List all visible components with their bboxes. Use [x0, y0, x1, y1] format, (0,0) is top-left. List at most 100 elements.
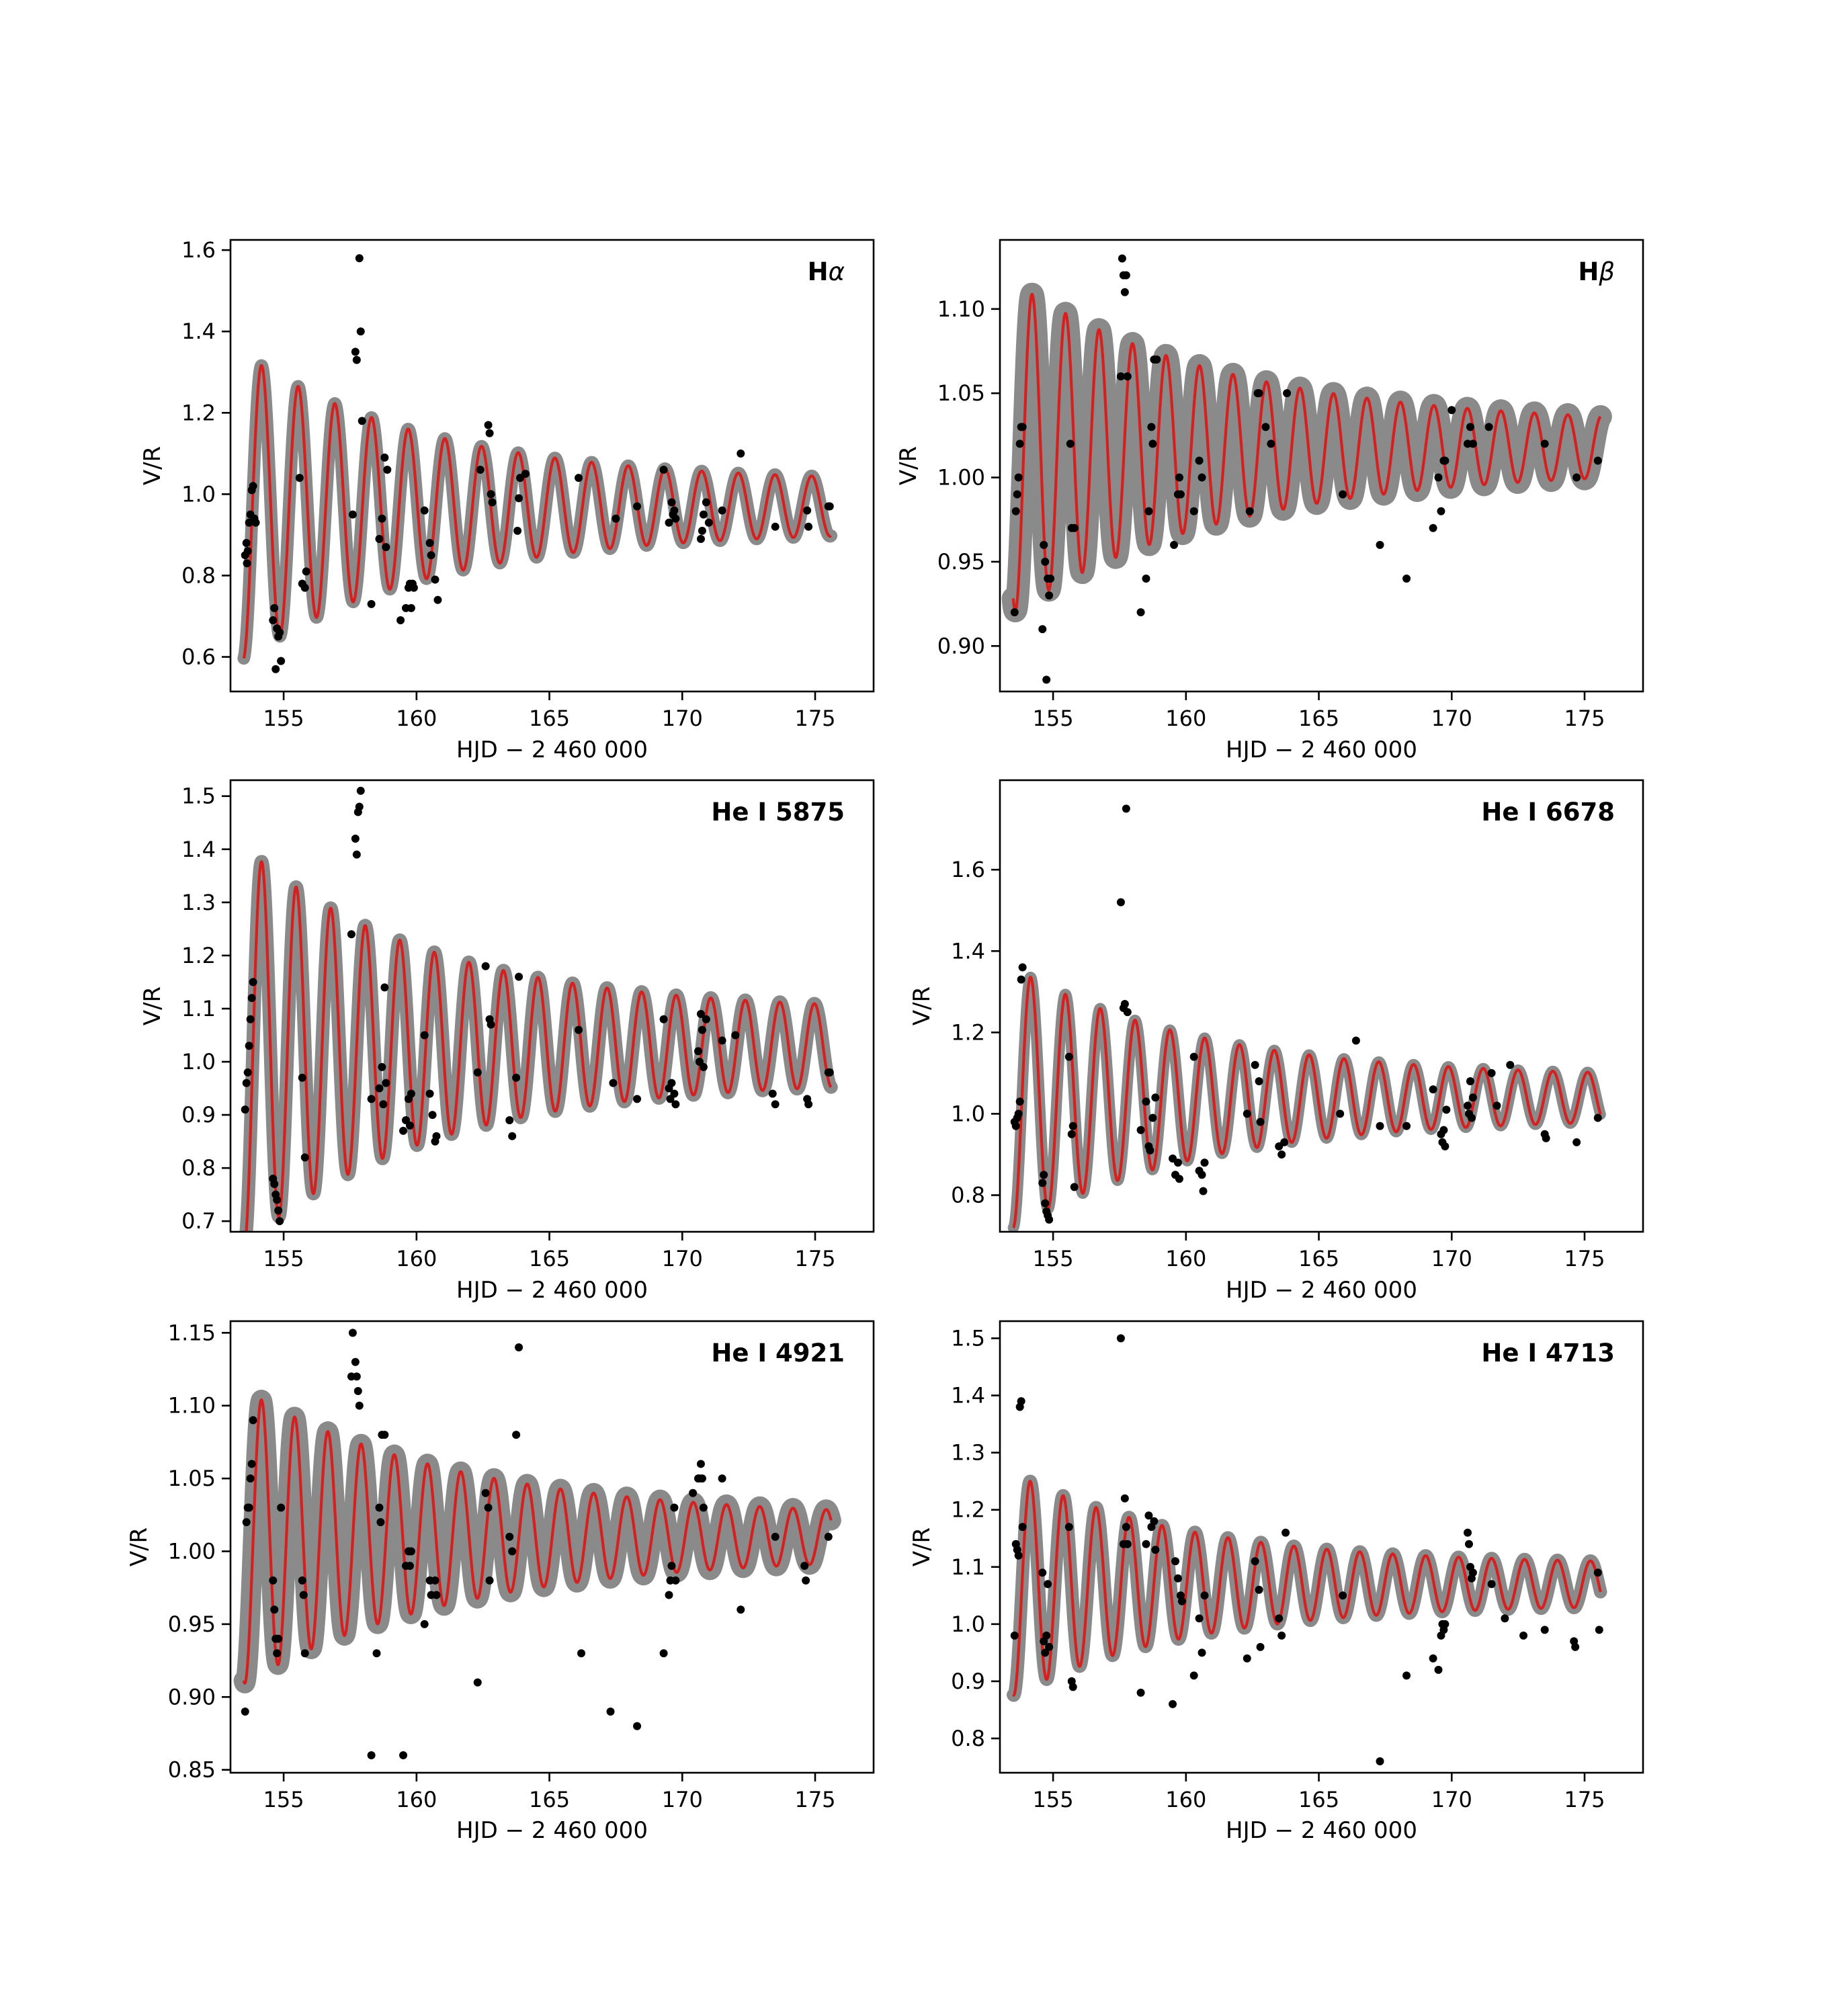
- data-point: [1070, 1183, 1079, 1191]
- plot-frame: [229, 779, 875, 1233]
- data-point: [1493, 1101, 1501, 1110]
- data-point: [375, 1084, 384, 1093]
- data-point: [575, 1025, 583, 1034]
- data-point: [1015, 439, 1024, 448]
- data-point: [505, 1116, 514, 1124]
- data-point: [689, 1488, 698, 1497]
- data-point: [476, 466, 485, 474]
- y-axis-label: V/R: [895, 446, 922, 485]
- y-tick-label: 0.8: [951, 1183, 985, 1208]
- x-axis-label: HJD − 2 460 000: [456, 1277, 648, 1304]
- data-point: [1150, 1517, 1159, 1525]
- x-tick-label: 165: [1298, 1246, 1339, 1271]
- data-point: [353, 1387, 362, 1396]
- data-point: [1017, 1397, 1025, 1406]
- data-point: [1243, 1654, 1251, 1663]
- y-tick-label: 1.05: [937, 380, 985, 406]
- data-point: [718, 1474, 726, 1483]
- data-point: [1066, 439, 1075, 448]
- plot-layer: [237, 254, 838, 673]
- data-point: [771, 522, 780, 531]
- panel-title-h-alpha: Hα: [808, 257, 845, 286]
- data-point: [276, 628, 284, 637]
- data-point: [667, 1562, 676, 1570]
- data-point: [271, 665, 280, 673]
- y-tick-label: 0.95: [168, 1611, 216, 1637]
- data-point: [671, 514, 680, 523]
- ticks-layer: 155 160 165 170 175 0.8 0.9 1.0 1.1 1.2 1.3 1.4 1.5: [951, 1326, 1605, 1812]
- ticks-layer: 155 160 165 170 175 0.85 0.90 0.95 1.00 1.05 1.10 1…: [168, 1320, 836, 1812]
- y-tick-label: 1.0: [951, 1101, 985, 1126]
- plot-frame: [229, 239, 875, 693]
- data-point: [243, 1068, 252, 1077]
- data-point: [1256, 1118, 1265, 1126]
- data-point: [1045, 591, 1054, 600]
- y-tick-label: 1.4: [951, 938, 985, 964]
- x-tick-label: 160: [1165, 1246, 1206, 1271]
- data-point: [433, 595, 442, 604]
- data-point: [251, 518, 260, 527]
- data-point: [246, 1474, 255, 1483]
- data-point: [270, 1605, 279, 1614]
- data-point: [1176, 490, 1185, 499]
- data-point: [242, 1518, 251, 1527]
- data-point: [633, 502, 642, 511]
- data-point: [1484, 423, 1493, 431]
- data-point: [698, 1025, 706, 1034]
- plot-layer: [1001, 254, 1612, 684]
- data-point: [246, 1015, 255, 1023]
- data-point: [665, 518, 673, 527]
- data-point: [407, 1547, 415, 1556]
- data-point: [1070, 523, 1079, 532]
- x-tick-label: 175: [794, 706, 835, 731]
- data-point: [420, 1620, 429, 1628]
- plot-frame: [229, 1320, 875, 1774]
- data-point: [1487, 1580, 1496, 1589]
- x-tick-label: 155: [263, 1246, 304, 1271]
- y-tick-label: 0.8: [181, 1155, 216, 1181]
- x-tick-label: 160: [1165, 1787, 1206, 1812]
- data-point: [355, 254, 364, 263]
- x-tick-label: 165: [1298, 706, 1339, 731]
- y-tick-label: 1.05: [168, 1466, 216, 1491]
- data-point: [1251, 1060, 1259, 1069]
- x-tick-label: 175: [1564, 706, 1605, 731]
- y-tick-label: 1.2: [951, 1019, 985, 1045]
- data-point: [1042, 675, 1051, 684]
- data-point: [348, 510, 357, 519]
- data-point: [382, 543, 390, 552]
- data-point: [1593, 1568, 1602, 1577]
- data-point: [1189, 1671, 1198, 1680]
- x-tick-label: 155: [1033, 706, 1074, 731]
- data-point: [351, 1357, 360, 1366]
- data-point: [298, 1576, 306, 1585]
- data-point: [825, 502, 834, 511]
- data-point: [1018, 423, 1027, 431]
- model-curve: [245, 860, 833, 1232]
- data-point: [1147, 423, 1156, 431]
- data-point: [512, 1431, 521, 1439]
- data-point: [367, 1751, 376, 1759]
- data-point: [1038, 1179, 1047, 1187]
- data-point: [1351, 1036, 1360, 1045]
- x-tick-label: 175: [794, 1246, 835, 1271]
- y-tick-label: 1.15: [168, 1320, 216, 1345]
- x-tick-label: 170: [662, 1787, 703, 1812]
- data-point: [270, 1179, 279, 1188]
- data-point: [428, 1111, 437, 1120]
- x-tick-label: 160: [396, 1246, 437, 1271]
- data-point: [407, 1089, 415, 1098]
- y-tick-label: 1.1: [181, 996, 216, 1021]
- ticks-layer: 155 160 165 170 175 0.90 0.95 1.00 1.05 1.10: [937, 296, 1605, 731]
- plot-frame: [999, 239, 1644, 693]
- x-tick-label: 160: [1165, 706, 1206, 731]
- data-point: [431, 1576, 439, 1585]
- data-point: [1437, 507, 1445, 515]
- data-point: [1466, 1077, 1474, 1085]
- data-point: [1198, 1171, 1206, 1179]
- data-point: [1011, 507, 1020, 515]
- panel-title-h-beta: Hβ: [1578, 257, 1615, 286]
- y-tick-label: 0.8: [951, 1726, 985, 1751]
- data-point: [1198, 473, 1206, 482]
- data-point: [1542, 1134, 1550, 1142]
